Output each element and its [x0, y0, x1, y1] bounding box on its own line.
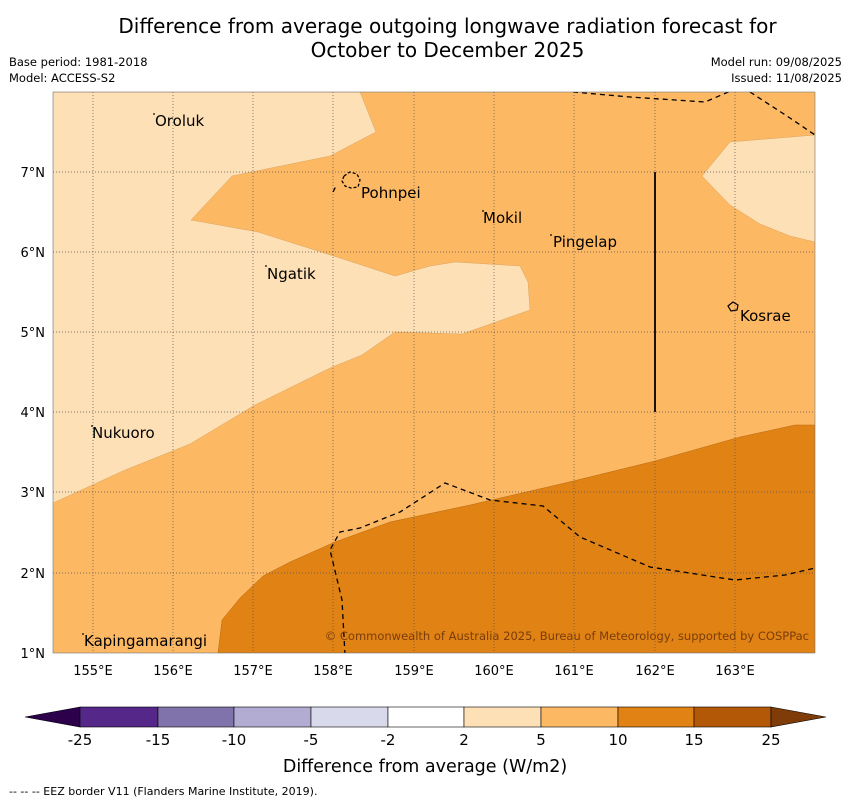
colorbar-segment: [310, 706, 389, 728]
colorbar-tick-label: -15: [146, 731, 171, 749]
title-line-1: Difference from average outgoing longwav…: [118, 14, 777, 38]
place-label-kapingamarangi: Kapingamarangi: [84, 632, 207, 650]
title-line-2: October to December 2025: [310, 38, 585, 62]
place-label-kosrae: Kosrae: [740, 307, 791, 325]
lat-tick-label: 5°N: [21, 326, 46, 341]
colorbar-segment: [387, 706, 465, 728]
colorbar-segment: [157, 706, 235, 728]
lon-tick-label: 163°E: [715, 664, 755, 679]
place-label-oroluk: Oroluk: [155, 112, 204, 130]
place-label-nukuoro: Nukuoro: [92, 424, 155, 442]
colorbar-tick-label: -2: [381, 731, 396, 749]
anomaly-2-5-west-region: [53, 92, 531, 504]
copyright-notice: © Commonwealth of Australia 2025, Bureau…: [325, 629, 809, 643]
colorbar-tick-label: 2: [459, 731, 469, 749]
eez-borders: [329, 92, 815, 653]
pohnpei-island: [341, 171, 361, 189]
colorbar-title: Difference from average (W/m2): [283, 757, 567, 777]
anomaly-2-5-northeast-region: [701, 134, 815, 243]
lon-tick-label: 159°E: [394, 664, 434, 679]
colorbar-tick-label: 5: [536, 731, 546, 749]
colorbar-max-extension: [770, 706, 827, 728]
colorbar-segment: [693, 706, 772, 728]
colorbar-segment: [463, 706, 542, 728]
lat-tick-label: 6°N: [21, 246, 46, 261]
anomaly-10-15-region: [217, 424, 815, 653]
map-area: Oroluk Pohnpei Mokil Pingelap Ngatik Kos…: [53, 92, 815, 653]
latitude-ticks: 7°N 6°N 5°N 4°N 3°N 2°N 1°N: [21, 166, 46, 662]
place-label-mokil: Mokil: [483, 209, 522, 227]
lon-tick-label: 157°E: [233, 664, 273, 679]
colorbar-tick-label: -25: [68, 731, 93, 749]
lon-tick-label: 160°E: [474, 664, 514, 679]
lon-tick-label: 162°E: [635, 664, 675, 679]
colorbar-segment: [540, 706, 619, 728]
eez-footnote: -- -- -- EEZ border V11 (Flanders Marine…: [9, 785, 318, 798]
lon-tick-label: 161°E: [554, 664, 594, 679]
colorbar: [24, 706, 827, 728]
map-title: Difference from average outgoing longwav…: [0, 14, 850, 62]
lon-tick-label: 155°E: [73, 664, 113, 679]
colorbar-tick-label: -5: [304, 731, 319, 749]
colorbar-segment: [617, 706, 695, 728]
model-info: Base period: 1981-2018 Model: ACCESS-S2: [9, 54, 148, 86]
place-label-pohnpei: Pohnpei: [361, 184, 421, 202]
colorbar-tick-label: 15: [684, 731, 703, 749]
colorbar-segment: [79, 706, 159, 728]
place-labels: Oroluk Pohnpei Mokil Pingelap Ngatik Kos…: [84, 112, 791, 650]
kosrae-island: [727, 301, 739, 312]
lon-tick-label: 156°E: [153, 664, 193, 679]
model-run: Model run: 09/08/2025: [710, 55, 842, 69]
lat-tick-label: 2°N: [21, 567, 46, 582]
colorbar-tick-label: -10: [222, 731, 247, 749]
run-info: Model run: 09/08/2025 Issued: 11/08/2025: [711, 54, 842, 86]
colorbar-segment: [233, 706, 312, 728]
lon-tick-label: 158°E: [313, 664, 353, 679]
issued-date: Issued: 11/08/2025: [731, 71, 842, 85]
base-period: Base period: 1981-2018: [9, 55, 148, 69]
longitude-ticks: 155°E 156°E 157°E 158°E 159°E 160°E 161°…: [73, 664, 755, 679]
lat-tick-label: 1°N: [21, 647, 46, 662]
colorbar-min-extension: [24, 706, 81, 728]
lat-tick-label: 4°N: [21, 406, 46, 421]
place-label-pingelap: Pingelap: [553, 233, 617, 251]
lat-tick-label: 7°N: [21, 166, 46, 181]
lat-tick-label: 3°N: [21, 486, 46, 501]
colorbar-tick-label: 10: [608, 731, 627, 749]
colorbar-ticks: -25 -15 -10 -5 -2 2 5 10 15 25: [68, 731, 781, 749]
colorbar-tick-label: 25: [761, 731, 780, 749]
model-name: Model: ACCESS-S2: [9, 71, 116, 85]
island-markers: [82, 113, 552, 635]
map-frame: [52, 91, 816, 654]
place-label-ngatik: Ngatik: [267, 265, 316, 283]
